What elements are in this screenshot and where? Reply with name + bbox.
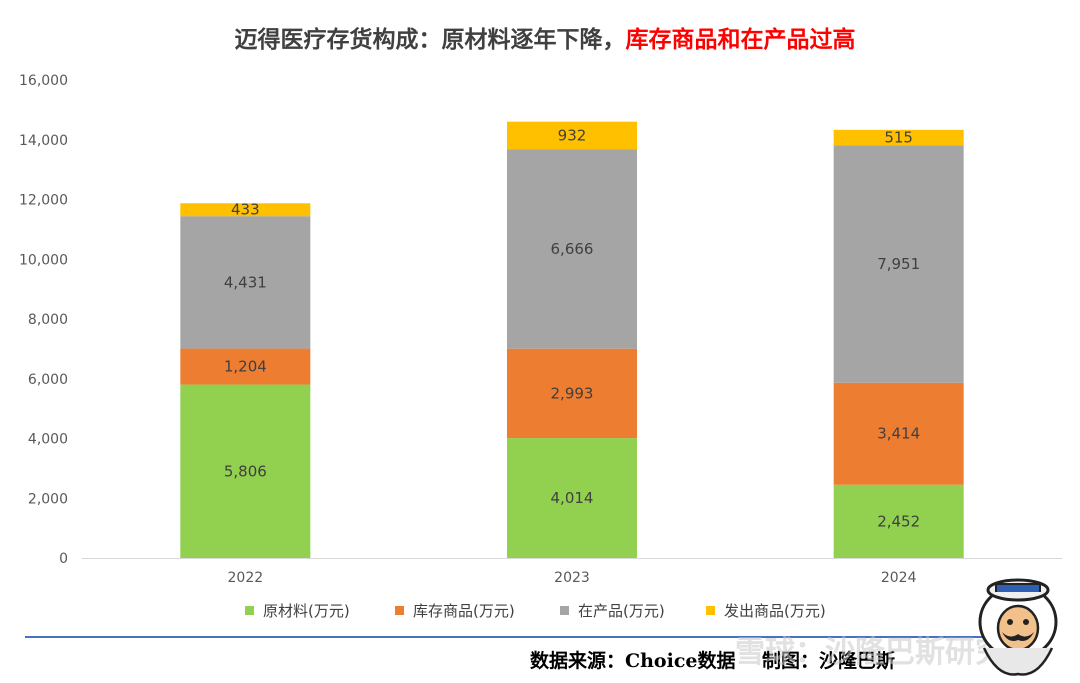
data-label: 7,951: [877, 255, 920, 273]
chart-title-main: 迈得医疗存货构成：原材料逐年下降，: [235, 26, 626, 53]
data-label: 6,666: [551, 240, 594, 258]
y-tick-label: 16,000: [19, 73, 68, 89]
bar-segment: [833, 484, 964, 558]
data-label: 932: [558, 127, 587, 145]
chart-title-highlight: 库存商品和在产品过高: [626, 26, 856, 53]
y-tick-label: 6,000: [28, 372, 68, 388]
bar-segment: [833, 145, 964, 383]
legend-label: 发出商品(万元): [724, 602, 826, 620]
bar-segment: [180, 203, 311, 217]
y-tick-label: 2,000: [28, 491, 68, 507]
y-tick-label: 12,000: [19, 193, 68, 209]
author-text: 制图：沙隆巴斯: [762, 649, 895, 672]
y-tick-label: 14,000: [19, 133, 68, 149]
data-label: 5,806: [224, 462, 267, 480]
y-tick-label: 0: [59, 551, 68, 567]
legend-label: 原材料(万元): [263, 602, 350, 620]
bar-segment: [833, 129, 964, 146]
x-axis: 2022 2023 2024: [228, 570, 917, 586]
data-label: 1,204: [224, 358, 267, 376]
data-label: 2,993: [551, 384, 594, 402]
bar-segment: [180, 384, 311, 558]
chart-title: 迈得医疗存货构成：原材料逐年下降，库存商品和在产品过高: [235, 26, 856, 53]
legend-label: 库存商品(万元): [413, 602, 515, 620]
legend-swatch: [560, 606, 569, 615]
x-tick-label: 2023: [554, 570, 590, 586]
data-label: 433: [231, 201, 260, 219]
legend-swatch: [706, 606, 715, 615]
y-tick-label: 10,000: [19, 252, 68, 268]
x-tick-label: 2024: [881, 570, 917, 586]
legend-label: 在产品(万元): [578, 602, 665, 620]
bar-segment: [507, 438, 637, 558]
legend: 原材料(万元) 库存商品(万元) 在产品(万元) 发出商品(万元): [245, 602, 826, 620]
bars: 5,806 1,204 4,431 433 4,014 2,993 6,666 932 2,45…: [180, 121, 964, 558]
data-label: 4,014: [551, 489, 594, 507]
data-label: 4,431: [224, 273, 267, 291]
y-axis: 0 2,000 4,000 6,000 8,000 10,000 12,000 14,000 1…: [19, 73, 68, 567]
y-tick-label: 4,000: [28, 432, 68, 448]
data-label: 2,452: [877, 512, 920, 530]
data-label: 515: [884, 129, 913, 147]
bar-segment: [507, 121, 637, 150]
watermark-text: 雪球：沙隆巴斯研究: [735, 635, 1005, 670]
x-tick-label: 2022: [228, 570, 264, 586]
legend-swatch: [245, 606, 254, 615]
source-text: 数据来源：Choice数据: [530, 649, 735, 672]
bar-segment: [180, 348, 311, 385]
legend-swatch: [395, 606, 404, 615]
bar-segment: [180, 216, 311, 349]
bar-segment: [507, 348, 637, 439]
y-tick-label: 8,000: [28, 312, 68, 328]
bar-segment: [833, 382, 964, 485]
mascot-avatar: [978, 578, 1058, 676]
data-label: 3,414: [877, 425, 920, 443]
bar-segment: [507, 149, 637, 349]
